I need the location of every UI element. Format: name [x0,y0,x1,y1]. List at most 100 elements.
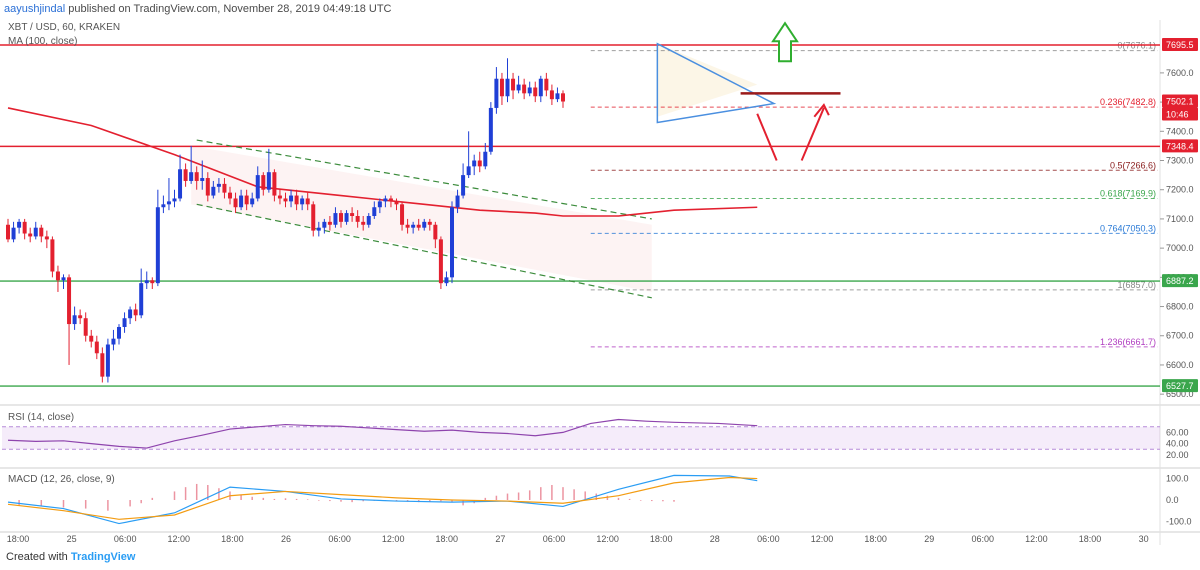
candle-body [327,221,332,225]
time-tick-label: 06:00 [757,534,780,544]
candle-body [50,239,55,272]
candle-body [205,178,210,196]
candle-body [244,195,249,205]
current-price-tag-label: 7502.1 [1166,96,1194,106]
candle-body [178,169,183,199]
rsi-tick-label: 20.00 [1166,450,1189,460]
candle-body [211,186,216,196]
candle-body [261,175,266,190]
candle-body [466,166,471,176]
candle-body [538,78,543,97]
candle-body [111,338,116,345]
candle-body [433,224,438,240]
candle-body [322,221,327,228]
candle-body [388,198,393,202]
candle-body [350,213,355,216]
candle-body [316,227,321,231]
fib-level-label: 0.5(7266.6) [1110,160,1156,170]
time-tick-label: 27 [495,534,505,544]
candle-body [294,195,299,205]
candle-body [250,198,255,205]
fib-level-label: 0.236(7482.8) [1100,97,1156,107]
candle-body [166,201,171,205]
publish-info: published on TradingView.com, November 2… [68,3,392,15]
level-price-tag [1162,274,1198,288]
candle-body [122,318,127,327]
candle-body [416,224,421,228]
candle-body [172,198,177,202]
rsi-line [7,418,758,449]
candle-body [255,175,260,199]
triangle-shade [657,43,758,117]
candle-body [222,183,227,193]
candle-body [488,107,493,152]
time-tick-label: 18:00 [7,534,30,544]
candle-body [117,326,121,339]
tradingview-logo[interactable]: TradingView [70,551,136,563]
candle-body [377,201,382,208]
time-tick-label: 12:00 [811,534,834,544]
candle-body [333,213,338,225]
time-tick-label: 26 [281,534,291,544]
candle-body [422,221,427,228]
time-tick-label: 25 [67,534,77,544]
candle-body [472,160,477,167]
candle-body [194,172,199,181]
price-tick-label: 6800.0 [1166,302,1194,312]
level-price-tag [1162,37,1198,51]
channel-shade [191,145,652,292]
author-name[interactable]: aayushjindal [4,3,66,15]
bearish-path-arrow [756,113,778,161]
level-price-tag [1162,139,1198,153]
fib-level-label: 0.618(7169.9) [1100,189,1156,199]
current-price-tag-label: 10:46 [1166,109,1189,119]
candle-body [233,198,238,208]
candle-body [305,198,310,205]
rsi-band [2,426,1160,450]
fib-level-label: 1.236(6661.7) [1100,337,1156,347]
price-tick-label: 6700.0 [1166,331,1194,341]
candle-body [67,277,72,325]
price-tick-label: 7300.0 [1166,156,1194,166]
price-tick-label: 7200.0 [1166,185,1194,195]
candle-body [394,201,399,205]
time-tick-label: 18:00 [436,534,459,544]
candle-body [200,178,205,181]
candle-body [150,280,155,284]
current-price-tag [1162,107,1198,121]
price-tick-label: 7100.0 [1166,214,1194,224]
time-tick-label: 12:00 [596,534,619,544]
candle-body [155,207,160,284]
candle-body [383,198,388,202]
candle-body [72,315,77,325]
candle-body [83,318,88,336]
candle-body [128,309,133,319]
candle-body [339,213,343,222]
level-price-tag-label: 7695.5 [1166,40,1194,50]
ma100-line [7,107,758,217]
symbol-label: XBT / USD, 60, KRAKEN [8,22,121,33]
bullish-arrow-icon [771,21,799,63]
footer: Created with TradingView [6,551,135,563]
candle-body [499,78,504,97]
candle-body [61,277,66,281]
fib-level-label: 0.764(7050.3) [1100,223,1156,233]
candle-body [355,216,360,222]
candle-body [533,87,538,97]
price-tick-label: 7000.0 [1166,243,1194,253]
candle-body [311,204,316,231]
candle-body [372,207,377,216]
time-tick-label: 12:00 [168,534,191,544]
candle-body [94,341,99,354]
time-tick-label: 06:00 [328,534,351,544]
candle-body [78,315,83,319]
level-price-tag [1162,379,1198,393]
candle-body [133,309,138,316]
candle-body [189,172,194,181]
candle-body [28,233,33,237]
candle-body [483,151,488,167]
candle-body [33,227,38,237]
candle-body [427,221,432,225]
candle-body [144,280,149,284]
